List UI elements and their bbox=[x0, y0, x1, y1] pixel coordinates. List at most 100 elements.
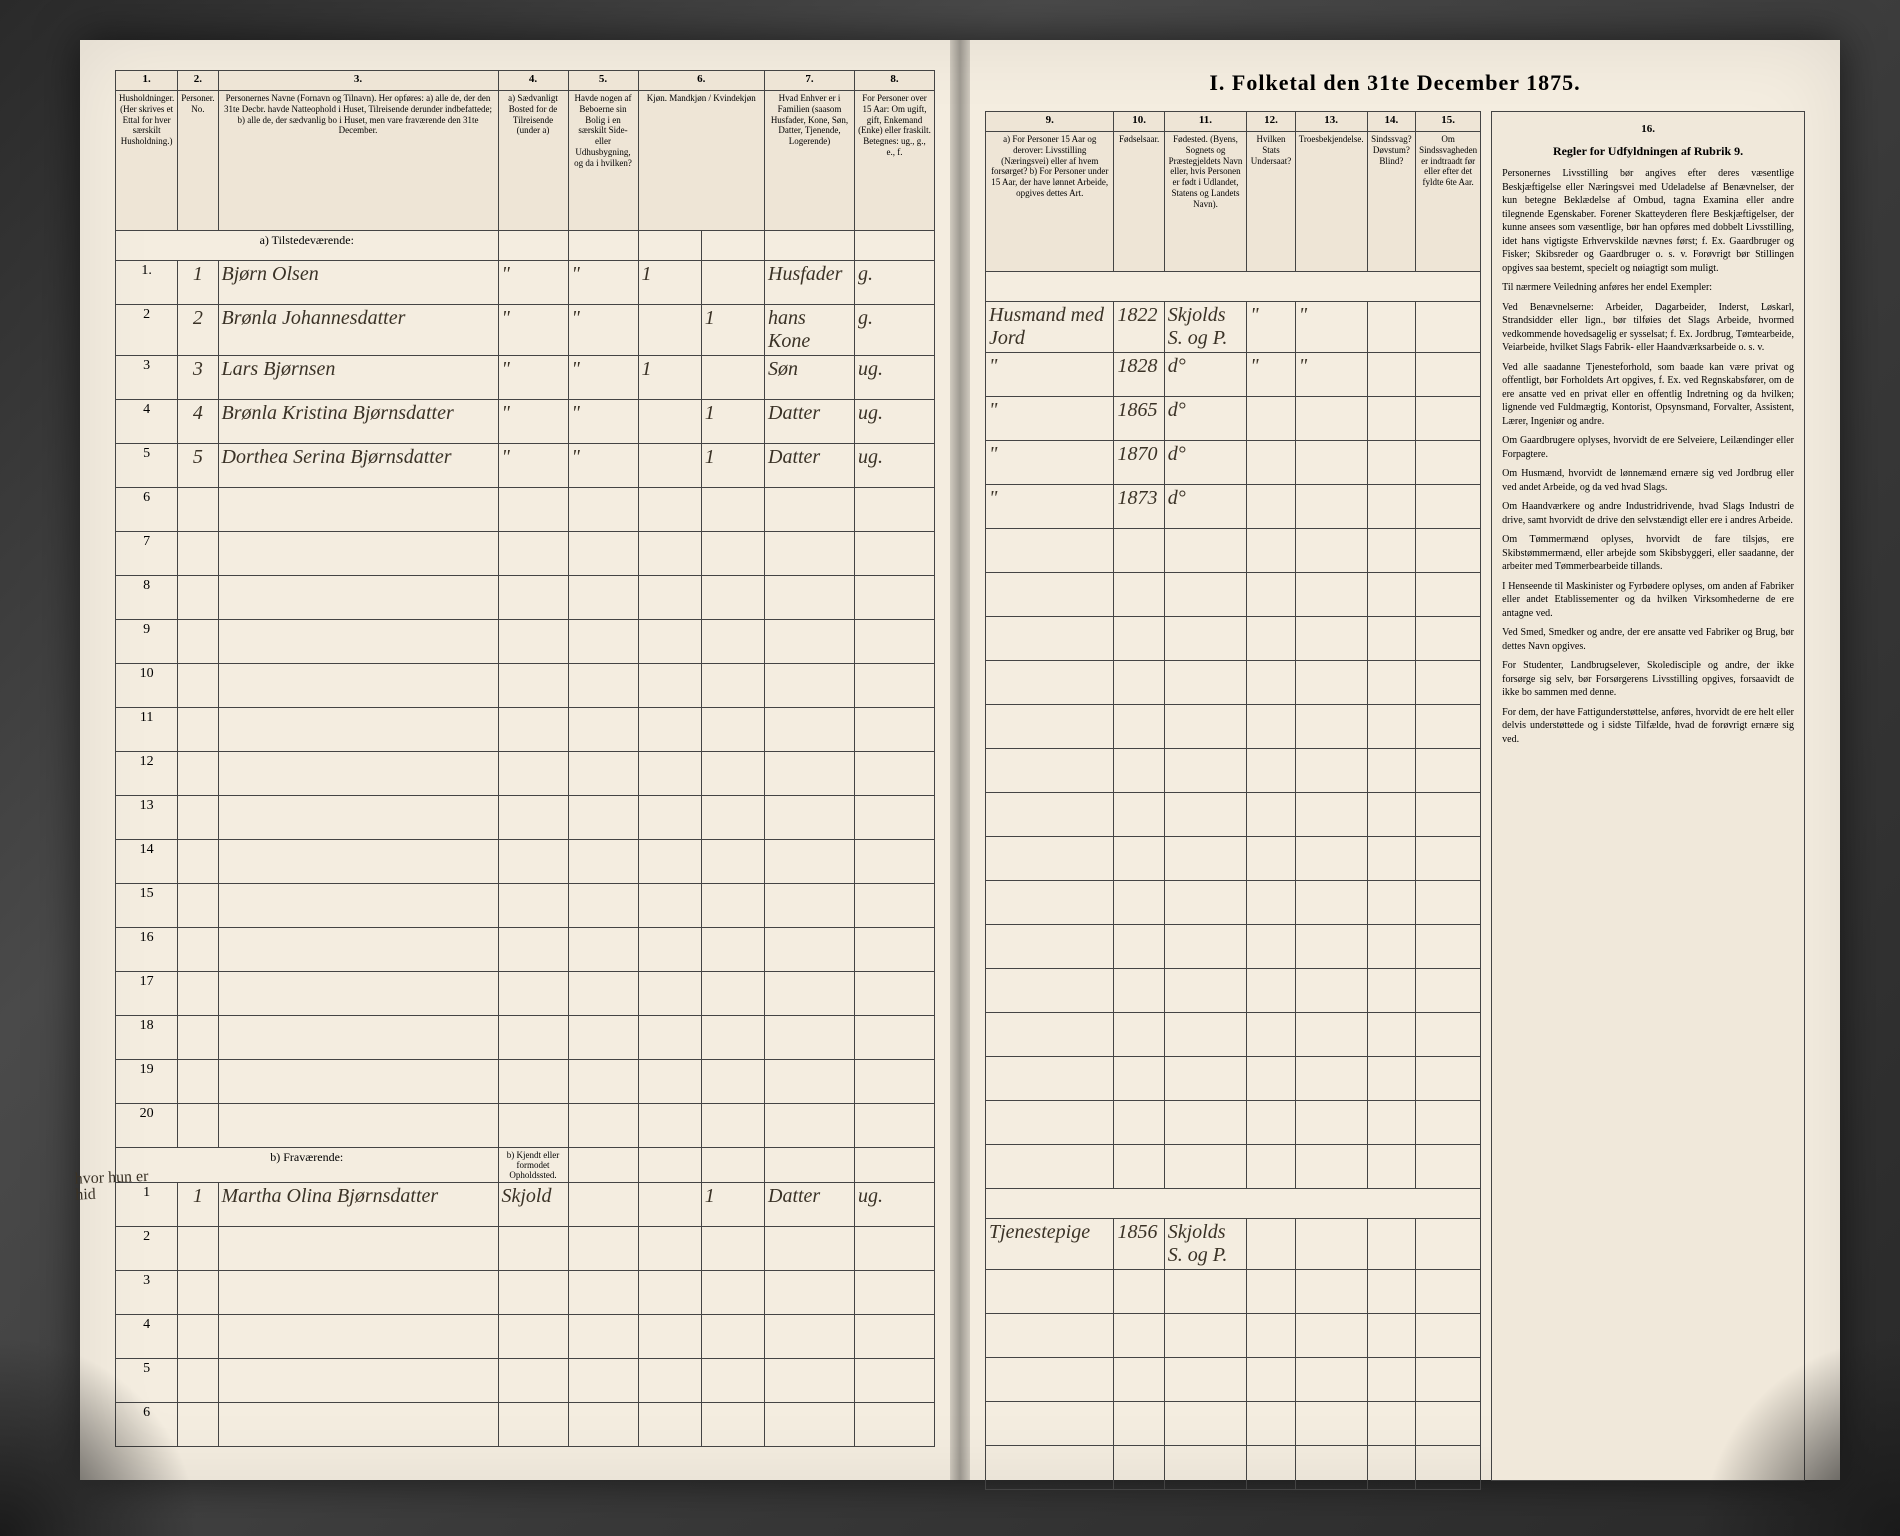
instruction-para: For dem, der have Fattigunderstøttelse, … bbox=[1502, 706, 1794, 747]
person-name: Dorthea Serina Bjørnsdatter bbox=[218, 444, 498, 488]
cell: Skjold bbox=[498, 1183, 568, 1227]
cell: 1828 bbox=[1114, 353, 1164, 397]
person-num: 1 bbox=[178, 261, 218, 305]
census-table-left: 1. 2. 3. 4. 5. 6. 7. 8. Husholdninger. (… bbox=[115, 70, 935, 1447]
cell: ug. bbox=[855, 1183, 935, 1227]
cell: " bbox=[498, 444, 568, 488]
cell: " bbox=[986, 441, 1114, 485]
cell: Datter bbox=[765, 444, 855, 488]
right-page: I. Folketal den 31te December 1875. 9. 1… bbox=[960, 40, 1840, 1480]
cell: 1865 bbox=[1114, 397, 1164, 441]
colnum: 10. bbox=[1114, 112, 1164, 132]
section-text: a) Tilstedeværende: bbox=[116, 231, 499, 261]
header-cell: For Personer over 15 Aar: Om ugift, gift… bbox=[855, 91, 935, 231]
instruction-para: Om Haandværkere og andre Industridrivend… bbox=[1502, 500, 1794, 527]
cell: 1 bbox=[638, 356, 701, 400]
person-name: Brønla Johannesdatter bbox=[218, 305, 498, 356]
colnum: 4. bbox=[498, 71, 568, 91]
person-num: 2 bbox=[178, 305, 218, 356]
cell: " bbox=[1295, 302, 1367, 353]
header-cell: Personer. No. bbox=[178, 91, 218, 231]
cell bbox=[701, 356, 764, 400]
cell bbox=[638, 1183, 701, 1227]
instruction-para: Ved Smed, Smedker og andre, der ere ansa… bbox=[1502, 626, 1794, 653]
table-row: 1. 1 Bjørn Olsen " " 1 Husfader g. bbox=[116, 261, 935, 305]
instructions-column: 16. Regler for Udfyldningen af Rubrik 9.… bbox=[1491, 111, 1805, 1481]
instruction-para: Om Tømmermænd oplyses, hvorvidt de fare … bbox=[1502, 533, 1794, 574]
cell: " bbox=[568, 305, 638, 356]
cell: Datter bbox=[765, 400, 855, 444]
table-row: 2 2 Brønla Johannesdatter " " 1 hans Kon… bbox=[116, 305, 935, 356]
cell: 1870 bbox=[1114, 441, 1164, 485]
section-col4-text: b) Kjendt eller formodet Opholdssted. bbox=[498, 1148, 568, 1183]
book-spine bbox=[950, 40, 970, 1480]
instruction-para: Ved Benævnelserne: Arbeider, Dagarbeider… bbox=[1502, 301, 1794, 355]
table-row: " 1870 d° bbox=[986, 441, 1481, 485]
section-b-label: b) Fraværende: b) Kjendt eller formodet … bbox=[116, 1148, 935, 1183]
left-page: hvor hun er hid 1. 2. 3. 4. 5. 6. 7. 8. … bbox=[80, 40, 960, 1480]
header-row: Husholdninger. (Her skrives et Ettal for… bbox=[116, 91, 935, 231]
cell bbox=[638, 444, 701, 488]
header-cell: Troesbekjendelse. bbox=[1295, 132, 1367, 272]
instruction-para: For Studenter, Landbrugselever, Skoledis… bbox=[1502, 659, 1794, 700]
header-cell: Sindssvag? Døvstum? Blind? bbox=[1367, 132, 1415, 272]
header-cell: Fødested. (Byens, Sognets og Præstegjeld… bbox=[1164, 132, 1247, 272]
cell: d° bbox=[1164, 353, 1247, 397]
header-cell: Hvad Enhver er i Familien (saasom Husfad… bbox=[765, 91, 855, 231]
cell: g. bbox=[855, 305, 935, 356]
instructions-title: Regler for Udfyldningen af Rubrik 9. bbox=[1502, 143, 1794, 159]
cell: " bbox=[1247, 302, 1295, 353]
cell: Husmand med Jord bbox=[986, 302, 1114, 353]
table-row: " 1873 d° bbox=[986, 485, 1481, 529]
table-row: " 1828 d° " " bbox=[986, 353, 1481, 397]
colnum: 1. bbox=[116, 71, 178, 91]
cell: " bbox=[986, 397, 1114, 441]
cell bbox=[568, 1183, 638, 1227]
cell: Søn bbox=[765, 356, 855, 400]
cell: hans Kone bbox=[765, 305, 855, 356]
cell: ug. bbox=[855, 444, 935, 488]
cell: d° bbox=[1164, 441, 1247, 485]
colnum: 12. bbox=[1247, 112, 1295, 132]
colnum: 3. bbox=[218, 71, 498, 91]
cell: 1 bbox=[701, 400, 764, 444]
cell: 1 bbox=[701, 1183, 764, 1227]
cell: " bbox=[986, 485, 1114, 529]
instruction-para: Personernes Livsstilling bør angives eft… bbox=[1502, 167, 1794, 275]
cell bbox=[638, 400, 701, 444]
cell: " bbox=[986, 353, 1114, 397]
cell: d° bbox=[1164, 397, 1247, 441]
table-row: 4 4 Brønla Kristina Bjørnsdatter " " 1 D… bbox=[116, 400, 935, 444]
cell: " bbox=[498, 400, 568, 444]
colnum: 8. bbox=[855, 71, 935, 91]
header-cell: Fødselsaar. bbox=[1114, 132, 1164, 272]
person-num: 3 bbox=[178, 356, 218, 400]
shadow-corner bbox=[0, 1336, 200, 1536]
section-a-label: a) Tilstedeværende: bbox=[116, 231, 935, 261]
cell: ug. bbox=[855, 400, 935, 444]
colnum: 13. bbox=[1295, 112, 1367, 132]
cell: " bbox=[568, 444, 638, 488]
person-name: Lars Bjørnsen bbox=[218, 356, 498, 400]
person-name: Bjørn Olsen bbox=[218, 261, 498, 305]
cell: " bbox=[568, 356, 638, 400]
cell: Datter bbox=[765, 1183, 855, 1227]
cell: " bbox=[1295, 353, 1367, 397]
person-num: 4 bbox=[178, 400, 218, 444]
section-text: b) Fraværende: bbox=[116, 1148, 499, 1183]
colnum: 7. bbox=[765, 71, 855, 91]
cell: " bbox=[498, 261, 568, 305]
colnum: 9. bbox=[986, 112, 1114, 132]
table-row: " 1865 d° bbox=[986, 397, 1481, 441]
margin-annotation: hvor hun er hid bbox=[74, 1168, 165, 1203]
cell: " bbox=[498, 305, 568, 356]
cell: " bbox=[498, 356, 568, 400]
cell: 1873 bbox=[1114, 485, 1164, 529]
cell: " bbox=[1247, 353, 1295, 397]
header-cell: Husholdninger. (Her skrives et Ettal for… bbox=[116, 91, 178, 231]
census-table-right: 9. 10. 11. 12. 13. 14. 15. a) For Person… bbox=[985, 111, 1481, 1490]
person-name: Brønla Kristina Bjørnsdatter bbox=[218, 400, 498, 444]
header-cell: Om Sindssvagheden er indtraadt før eller… bbox=[1416, 132, 1481, 272]
cell: Tjenestepige bbox=[986, 1219, 1114, 1270]
cell: " bbox=[568, 261, 638, 305]
